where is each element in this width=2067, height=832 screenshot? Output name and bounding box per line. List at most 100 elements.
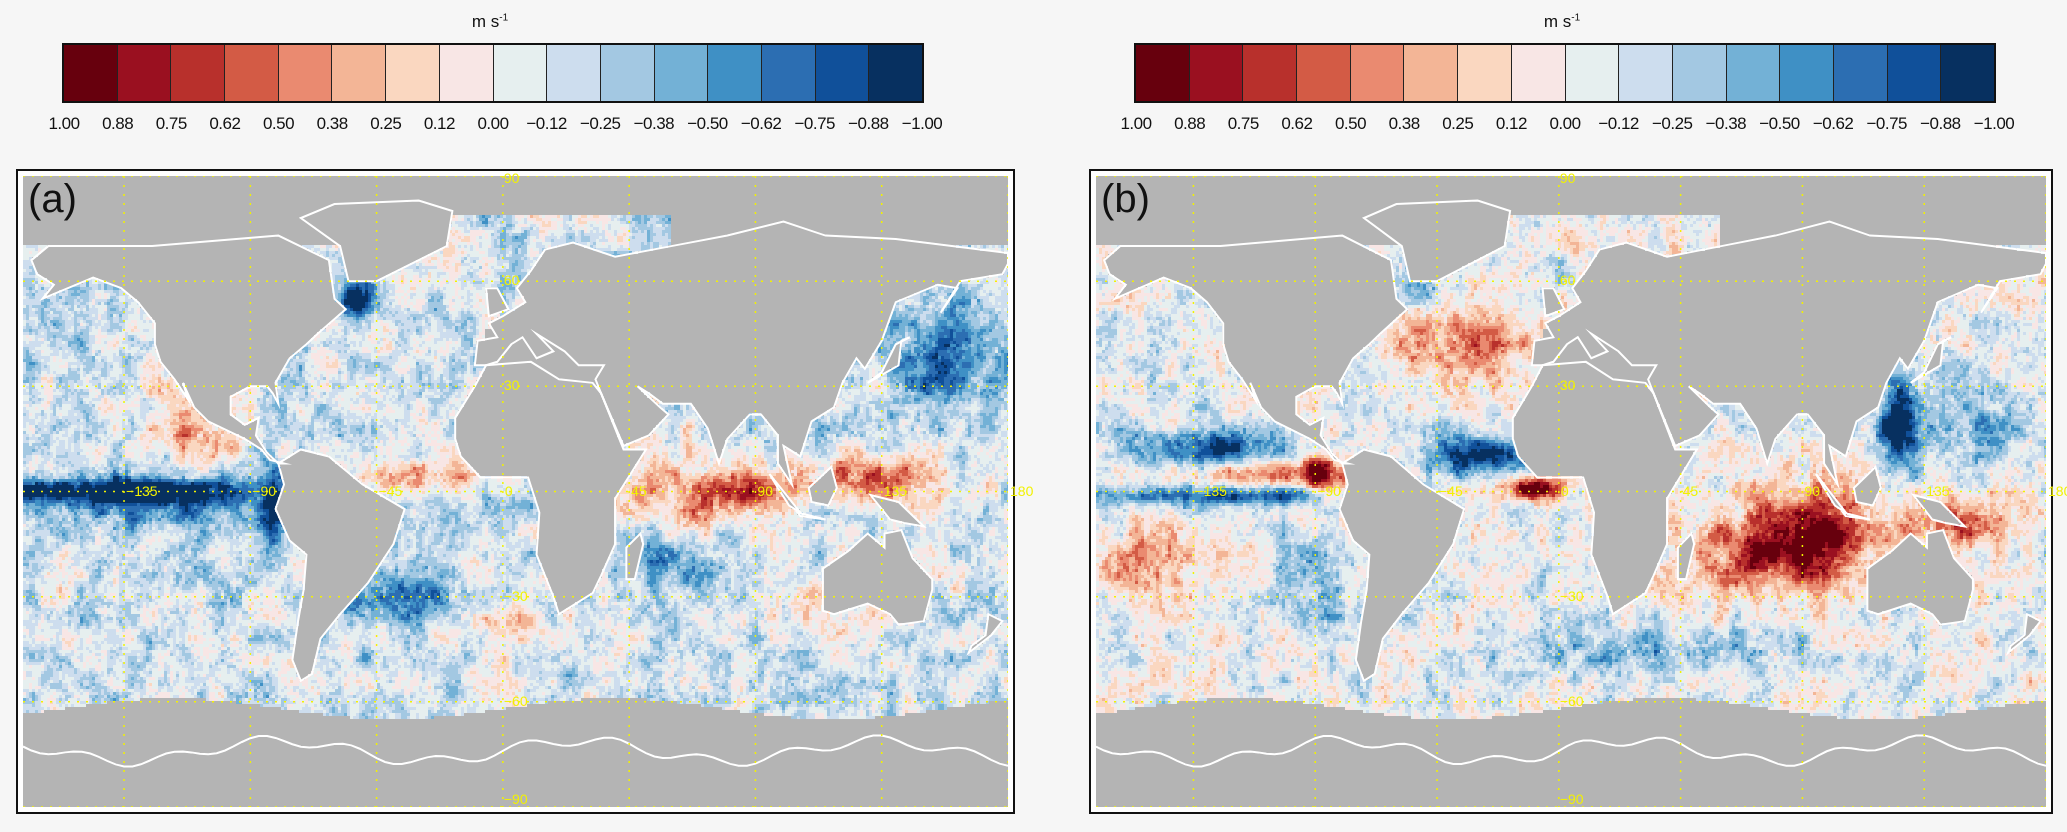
colorbar-tick-label: 0.62 <box>209 114 241 133</box>
lat-tick-label: −30 <box>503 587 528 604</box>
colorbar-tick-label: −0.38 <box>633 114 675 133</box>
lat-tick-label: −90 <box>1559 791 1584 807</box>
colorbar-swatch <box>1564 45 1619 101</box>
unit-text: m s <box>1543 12 1572 31</box>
colorbar-tick-label: 0.00 <box>1549 114 1581 133</box>
colorbar-tick-label: 0.75 <box>1227 114 1260 133</box>
colorbar-swatch <box>707 45 761 101</box>
colorbar-tick-label: 0.62 <box>1281 114 1313 133</box>
colorbar-swatch <box>1618 45 1672 101</box>
colorbar-swatch <box>116 45 171 101</box>
lon-tick-label: −135 <box>126 482 158 499</box>
panel-label-a: (a) <box>28 177 77 221</box>
colorbar-tick-label: 0.50 <box>1334 114 1367 133</box>
lat-tick-label: −60 <box>1559 692 1584 709</box>
colorbar-tick-label: −0.50 <box>1759 114 1800 133</box>
colorbar-tick-label: −1.00 <box>1973 114 2015 133</box>
colorbar-tick-label: 0.75 <box>155 114 188 133</box>
colorbar-swatch <box>814 45 869 101</box>
colorbar-tick-label: 0.12 <box>1495 114 1528 133</box>
map-panel-b: −135 −90 −45 0 45 90 135 180 90 60 30 −30 −60 −90 (b) <box>1089 169 2067 814</box>
colorbar-swatch <box>1349 45 1404 101</box>
colorbar-tick-label: −0.12 <box>1598 114 1639 133</box>
colorbar-swatch <box>1242 45 1297 101</box>
colorbar-swatch <box>1136 45 1189 101</box>
colorbar-tick-label: −0.88 <box>1920 114 1961 133</box>
colorbar-swatch <box>492 45 547 101</box>
colorbar-swatch <box>1725 45 1780 101</box>
lat-tick-label: 90 <box>1559 170 1576 186</box>
lon-tick-label: 135 <box>883 482 908 499</box>
lon-tick-label: 45 <box>631 482 647 499</box>
colorbar-tick-label: −0.38 <box>1705 114 1747 133</box>
colorbar-tick-label: −0.25 <box>1651 114 1693 133</box>
lon-tick-label: −45 <box>378 482 403 499</box>
colorbar-swatch <box>1779 45 1833 101</box>
colorbar-b: m s-1 1.00 0.88 0.75 0.62 0.50 0.38 0.25 0.12 0.… <box>1072 0 2067 150</box>
colorbar-tick-label: −1.00 <box>901 114 943 133</box>
lon-tick-label: 90 <box>757 482 773 499</box>
lon-tick-label: 180 <box>2048 482 2067 499</box>
colorbar-swatch <box>868 45 922 101</box>
colorbar-swatch <box>224 45 278 101</box>
lon-tick-label: 90 <box>1804 482 1820 499</box>
map-a: −135 −90 −45 0 45 90 135 180 90 60 30 −30 −60 −90 <box>23 170 1033 807</box>
lat-tick-label: 30 <box>1559 377 1576 394</box>
lon-tick-label: −90 <box>1317 482 1341 499</box>
colorbar-swatch <box>385 45 439 101</box>
colorbar-tick-label: 0.88 <box>1174 114 1206 133</box>
colorbar-tick-label: −0.88 <box>848 114 889 133</box>
lat-tick-label: 30 <box>503 377 520 394</box>
lat-tick-label: −30 <box>1559 587 1584 604</box>
colorbar-a: m s-1 1.00 0.88 0.75 0.62 0.50 0.38 0.25 0.12 0.… <box>0 0 1000 150</box>
colorbar-swatch <box>1188 45 1243 101</box>
colorbar-tick-label: −0.50 <box>687 114 728 133</box>
colorbar-unit: m s-1 <box>1544 12 1580 32</box>
colorbar-swatch <box>64 45 117 101</box>
colorbar-swatch <box>1671 45 1726 101</box>
colorbar-swatch <box>331 45 386 101</box>
colorbar-swatch <box>1510 45 1565 101</box>
colorbar-swatch <box>653 45 708 101</box>
lon-tick-label: 0 <box>504 482 513 499</box>
lat-tick-label: −60 <box>503 692 528 709</box>
colorbar-tick-label: −0.75 <box>794 114 836 133</box>
unit-text: m s <box>471 12 500 31</box>
colorbar-swatch <box>1296 45 1350 101</box>
colorbar-swatch <box>1886 45 1941 101</box>
unit-exponent: -1 <box>1571 12 1581 24</box>
colorbar-tick-label: 0.88 <box>102 114 134 133</box>
lon-tick-label: −45 <box>1439 482 1463 499</box>
colorbar-tick-label: −0.62 <box>1812 114 1854 133</box>
lon-tick-label: −135 <box>1195 482 1227 499</box>
colorbar-tick-label: −0.75 <box>1866 114 1908 133</box>
colorbar-tick-label: 0.25 <box>370 114 402 133</box>
colorbar-swatch <box>1457 45 1511 101</box>
colorbar-tick-label: −0.12 <box>526 114 567 133</box>
colorbar-unit: m s-1 <box>472 12 508 32</box>
colorbar-swatch <box>438 45 493 101</box>
colorbar-tick-labels: 1.00 0.88 0.75 0.62 0.50 0.38 0.25 0.12 0.00 −0.1… <box>1120 114 2014 136</box>
colorbar-swatch <box>170 45 225 101</box>
lat-tick-label: 60 <box>1559 272 1576 289</box>
map-panel-a: −135 −90 −45 0 45 90 135 180 90 60 30 −30 −60 −90 (a) <box>16 169 1033 814</box>
map-b: −135 −90 −45 0 45 90 135 180 90 60 30 −30 −60 −90 <box>1096 170 2067 807</box>
colorbar-swatches <box>1134 43 1996 103</box>
colorbar-swatch <box>760 45 815 101</box>
lon-tick-label: 0 <box>1560 482 1569 499</box>
colorbar-swatch <box>1940 45 1994 101</box>
anomaly-field-b <box>1096 176 2046 807</box>
colorbar-swatch <box>1832 45 1887 101</box>
colorbar-tick-label: 0.12 <box>423 114 456 133</box>
colorbar-tick-label: −0.25 <box>579 114 621 133</box>
lat-tick-label: 60 <box>503 272 520 289</box>
colorbar-tick-label: 1.00 <box>1120 114 1152 133</box>
unit-exponent: -1 <box>499 12 509 24</box>
colorbar-swatch <box>599 45 654 101</box>
colorbar-swatches <box>62 43 924 103</box>
lat-tick-label: 90 <box>503 170 520 186</box>
colorbar-swatch <box>1403 45 1458 101</box>
colorbar-tick-labels: 1.00 0.88 0.75 0.62 0.50 0.38 0.25 0.12 0.00 −0.1… <box>48 114 942 136</box>
colorbar-swatch <box>277 45 332 101</box>
lat-tick-label: −90 <box>503 791 528 807</box>
